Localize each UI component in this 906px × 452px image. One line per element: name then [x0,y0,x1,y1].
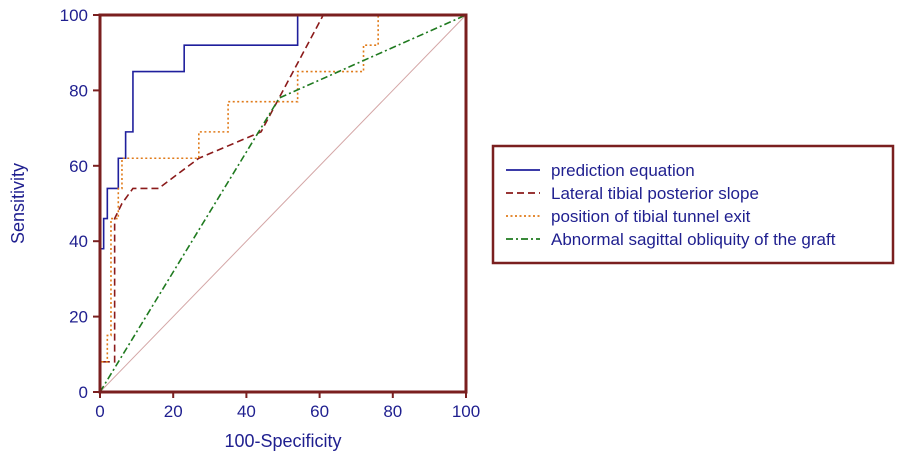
x-tick-label: 100 [452,402,480,421]
y-tick-label: 80 [69,81,88,100]
legend-label-3: position of tibial tunnel exit [551,207,751,226]
x-axis-label: 100-Specificity [224,431,341,451]
y-tick-label: 0 [79,383,88,402]
y-axis-ticks: 0 20 40 60 80 100 [60,6,100,402]
series-line-4 [99,14,467,393]
legend-label-1: prediction equation [551,161,695,180]
y-tick-label: 60 [69,157,88,176]
x-axis-ticks: 0 20 40 60 80 100 [95,392,480,421]
y-tick-label: 40 [69,232,88,251]
y-tick-label: 100 [60,6,88,25]
y-axis-label: Sensitivity [8,163,28,244]
plot-frame [98,13,468,394]
reference-diagonal-line [99,14,467,393]
legend-label-4: Abnormal sagittal obliquity of the graft [551,230,836,249]
series-line-2 [99,14,466,392]
x-tick-label: 20 [164,402,183,421]
legend: prediction equation Lateral tibial poster… [491,144,895,265]
reference-diagonal-layer [99,14,467,393]
x-tick-label: 40 [237,402,256,421]
y-tick-label: 20 [69,308,88,327]
x-tick-label: 60 [310,402,329,421]
series-line-1 [99,14,466,392]
x-tick-label: 80 [383,402,402,421]
legend-label-2: Lateral tibial posterior slope [551,184,759,203]
x-tick-label: 0 [95,402,104,421]
series-layer [99,14,467,393]
legend-box [491,144,895,265]
